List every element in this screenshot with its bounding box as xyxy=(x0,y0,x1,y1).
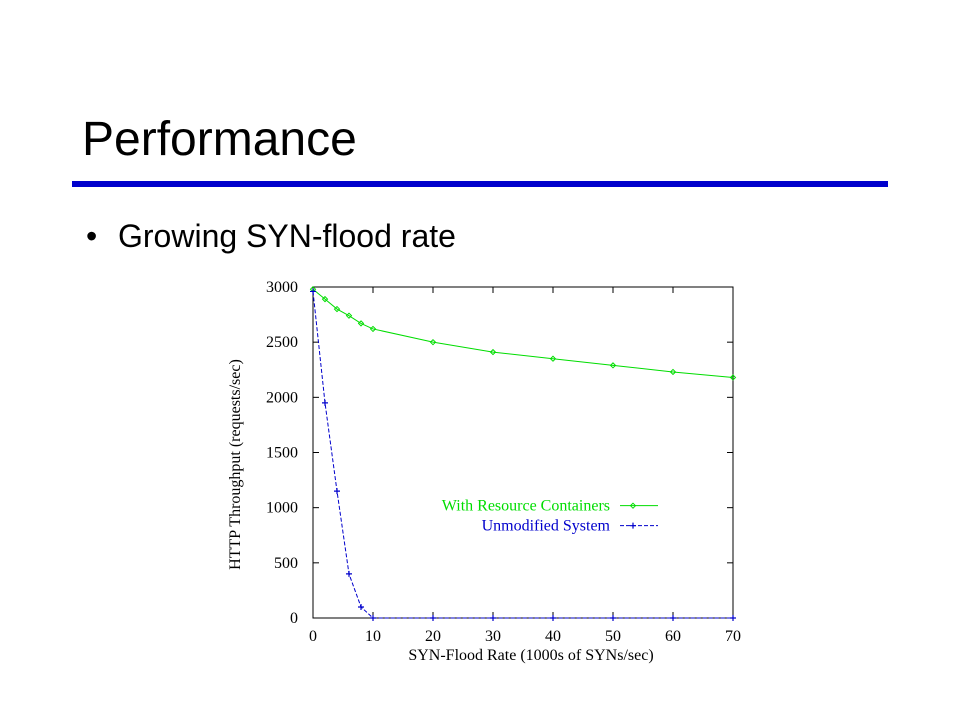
x-axis-label: SYN-Flood Rate (1000s of SYNs/sec) xyxy=(408,647,653,664)
data-point xyxy=(489,348,497,356)
bullet-dot: • xyxy=(86,218,98,254)
slide-title: Performance xyxy=(82,113,357,166)
data-point xyxy=(550,615,556,621)
data-point xyxy=(310,288,316,295)
x-tick-label: 30 xyxy=(485,628,501,645)
x-tick-label: 50 xyxy=(605,628,621,645)
data-point xyxy=(729,374,737,381)
y-axis-label: HTTP Throughput (requests/sec) xyxy=(227,359,244,570)
x-tick-label: 20 xyxy=(425,628,441,645)
data-point xyxy=(346,570,352,577)
data-point xyxy=(549,355,557,362)
data-point xyxy=(322,399,328,406)
legend-marker-1 xyxy=(630,522,636,529)
bullet-item: • Growing SYN-flood rate xyxy=(86,218,456,255)
data-point xyxy=(334,488,340,495)
x-tick-label: 10 xyxy=(365,628,381,645)
title-underline xyxy=(72,181,888,187)
y-tick-label: 2000 xyxy=(266,389,298,406)
legend-marker-0 xyxy=(629,502,637,509)
throughput-chart: 0 10 20 30 40 50 60 70 0 500 1000 1500 2000 2500 3000 S… xyxy=(227,279,741,664)
data-point xyxy=(490,615,496,621)
y-tick-label: 1000 xyxy=(266,500,298,517)
y-tick-label: 0 xyxy=(290,610,298,627)
legend-label-0: With Resource Containers xyxy=(442,498,610,515)
data-point xyxy=(670,615,676,621)
data-point xyxy=(430,615,436,621)
data-point xyxy=(357,320,365,327)
series-line-1 xyxy=(312,291,733,619)
data-point xyxy=(370,615,376,621)
data-point xyxy=(358,603,364,610)
data-point xyxy=(730,615,736,621)
data-point xyxy=(429,338,437,346)
y-tick-label: 500 xyxy=(274,555,298,572)
x-tick-label: 40 xyxy=(545,628,561,645)
plot-frame xyxy=(312,286,734,619)
data-point xyxy=(369,325,377,333)
data-point xyxy=(345,312,353,319)
data-point xyxy=(333,305,341,313)
y-tick-label: 2500 xyxy=(266,334,298,351)
data-point xyxy=(610,615,616,621)
bullet-text: Growing SYN-flood rate xyxy=(118,218,456,254)
y-tick-label: 1500 xyxy=(266,445,298,462)
y-tick-label: 3000 xyxy=(266,279,298,296)
x-tick-label: 0 xyxy=(309,628,317,645)
data-point xyxy=(609,362,617,369)
data-point xyxy=(321,295,329,303)
x-tick-label: 60 xyxy=(665,628,681,645)
series-line-0 xyxy=(312,288,734,378)
legend-label-1: Unmodified System xyxy=(482,518,611,535)
data-point xyxy=(669,368,677,376)
x-tick-label: 70 xyxy=(725,628,741,645)
